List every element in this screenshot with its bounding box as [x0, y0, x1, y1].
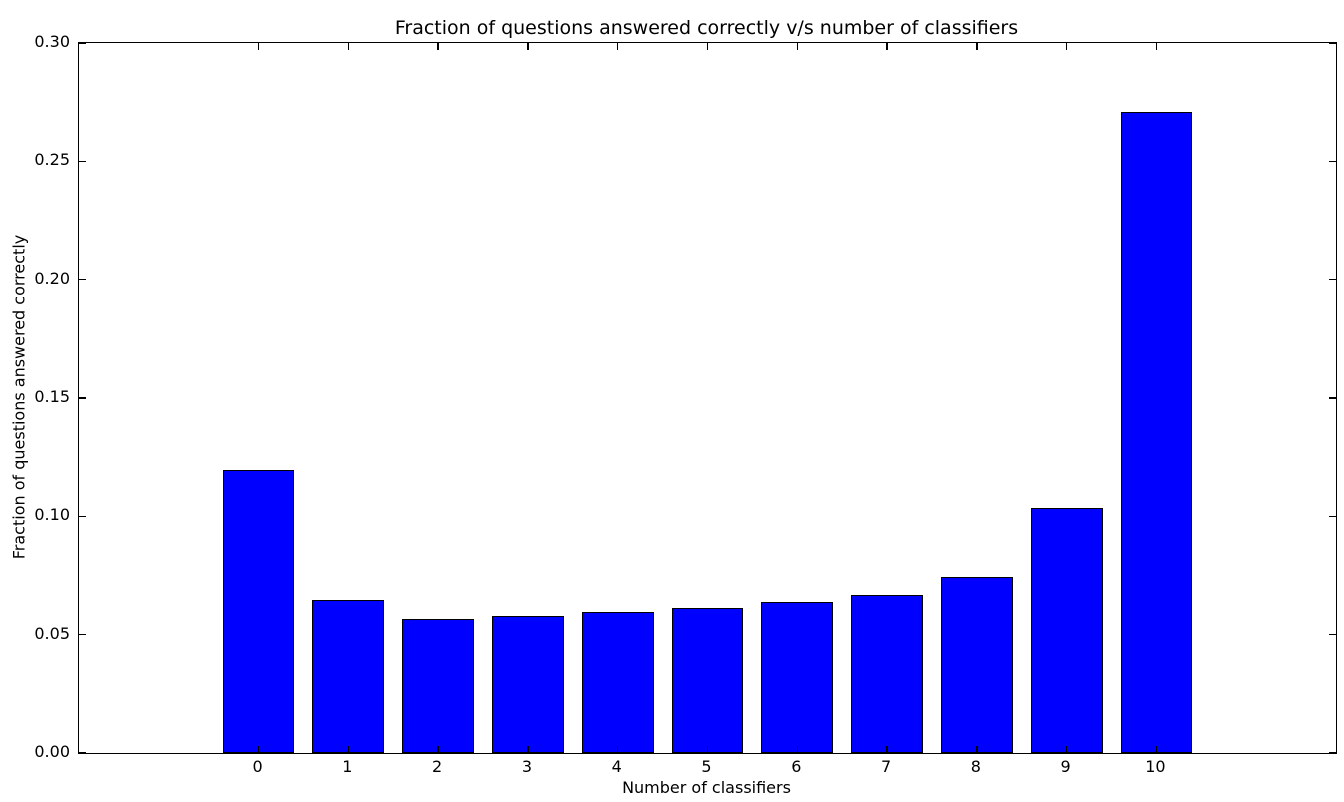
chart-title: Fraction of questions answered correctly… — [394, 17, 1019, 39]
x-tick-label: 5 — [701, 757, 712, 776]
x-tick-mark — [257, 43, 260, 50]
y-tick-mark — [1329, 515, 1336, 518]
x-tick-mark — [527, 43, 529, 50]
bar — [1120, 111, 1193, 753]
x-tick-mark — [1155, 43, 1158, 50]
x-tick-mark — [257, 746, 260, 753]
x-tick-mark — [886, 43, 888, 50]
x-tick-mark — [1065, 746, 1068, 753]
bar — [492, 615, 564, 753]
x-tick-label: 0 — [252, 757, 263, 776]
bar — [402, 619, 475, 753]
x-tick-mark — [527, 746, 529, 753]
bar — [851, 594, 923, 753]
y-tick-mark — [1329, 752, 1336, 754]
y-tick-label: 0.00 — [34, 742, 70, 761]
x-tick-mark — [886, 746, 888, 753]
bar — [222, 470, 295, 753]
bar — [940, 576, 1013, 753]
x-tick-mark — [347, 746, 350, 753]
y-tick-label: 0.05 — [34, 623, 70, 643]
x-axis-label: Number of classifiers — [622, 778, 791, 797]
x-tick-label: 10 — [1145, 757, 1166, 776]
x-tick-label: 7 — [880, 757, 892, 776]
plot-area — [78, 42, 1337, 754]
y-tick-mark — [1329, 397, 1336, 399]
bar — [671, 608, 744, 753]
x-tick-mark — [706, 746, 709, 753]
bar — [1030, 507, 1103, 753]
x-tick-mark — [976, 746, 978, 753]
x-tick-mark — [347, 43, 350, 50]
y-tick-label: 0.25 — [34, 150, 70, 170]
y-tick-mark — [79, 278, 86, 281]
x-tick-mark — [1065, 43, 1068, 50]
y-tick-mark — [79, 633, 86, 636]
y-tick-mark — [79, 160, 86, 163]
x-tick-mark — [616, 746, 619, 753]
y-tick-mark — [1329, 160, 1336, 163]
x-tick-label: 2 — [432, 757, 443, 776]
x-tick-mark — [706, 43, 709, 50]
y-tick-mark — [79, 42, 86, 44]
y-tick-mark — [1329, 278, 1336, 281]
y-tick-mark — [79, 752, 86, 754]
x-tick-label: 9 — [1060, 757, 1071, 776]
x-tick-mark — [976, 43, 978, 50]
x-tick-label: 8 — [970, 757, 981, 776]
x-tick-label: 4 — [611, 757, 622, 776]
x-tick-label: 6 — [791, 757, 802, 776]
x-tick-mark — [1155, 746, 1158, 753]
y-tick-label: 0.20 — [34, 268, 70, 288]
y-tick-label: 0.15 — [34, 387, 70, 406]
x-tick-mark — [437, 746, 439, 753]
y-tick-mark — [1329, 42, 1336, 44]
y-tick-mark — [79, 397, 86, 399]
y-tick-label: 0.30 — [34, 32, 70, 51]
bar — [761, 602, 834, 753]
x-tick-mark — [796, 746, 799, 753]
x-tick-label: 1 — [342, 757, 353, 776]
x-tick-mark — [437, 43, 439, 50]
bar — [581, 611, 654, 753]
y-tick-mark — [1329, 633, 1336, 636]
y-tick-label: 0.10 — [34, 505, 70, 525]
x-tick-mark — [796, 43, 799, 50]
x-tick-label: 3 — [521, 757, 533, 776]
x-tick-mark — [616, 43, 619, 50]
y-tick-mark — [79, 515, 86, 518]
bar — [312, 600, 385, 753]
